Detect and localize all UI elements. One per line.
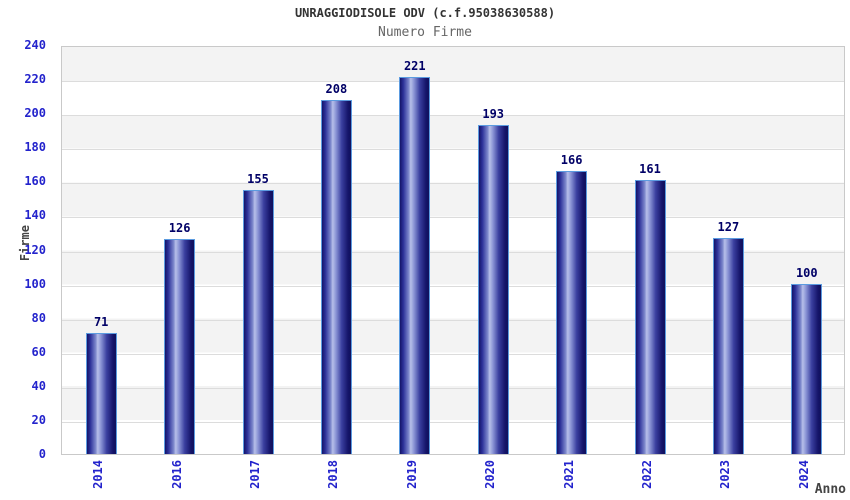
x-axis-label: Anno xyxy=(814,482,846,497)
bar-value-label: 127 xyxy=(717,219,740,234)
x-tick-label: 2018 xyxy=(326,460,341,489)
bar-value-label: 155 xyxy=(247,171,269,186)
gridline xyxy=(62,353,844,355)
y-tick-label: 240 xyxy=(24,38,46,52)
x-tick-label: 2023 xyxy=(718,460,733,489)
y-tick-label: 40 xyxy=(31,378,46,393)
bar xyxy=(242,189,274,454)
bar xyxy=(791,283,823,454)
bar-value-label: 161 xyxy=(639,161,661,176)
bar-value-label: 100 xyxy=(795,265,818,280)
y-tick-label: 0 xyxy=(38,447,46,461)
bar-value-label: 193 xyxy=(482,107,505,122)
x-tick-label: 2014 xyxy=(91,460,106,489)
y-tick-label: 100 xyxy=(24,276,46,291)
y-tick-label: 140 xyxy=(24,208,46,223)
y-tick-label: 160 xyxy=(24,174,46,189)
y-tick-label: 120 xyxy=(24,242,46,257)
y-tick-label: 220 xyxy=(24,72,46,87)
gridline xyxy=(62,251,844,253)
plot-area: 71 126 155 208 221 193 166 161 127 100 xyxy=(61,46,845,455)
y-tick-label: 80 xyxy=(31,310,46,325)
bar xyxy=(399,77,431,454)
gridline xyxy=(62,81,844,83)
x-tick-label: 2020 xyxy=(483,460,498,489)
bar-value-label: 221 xyxy=(403,59,426,74)
chart-title: UNRAGGIODISOLE ODV (c.f.95038630588) xyxy=(294,6,556,20)
chart-subtitle: Numero Firme xyxy=(378,25,472,40)
bar-value-label: 71 xyxy=(93,315,109,330)
gridline xyxy=(62,183,844,185)
y-tick-label: 200 xyxy=(24,106,46,121)
bar xyxy=(556,171,588,454)
y-tick-label: 180 xyxy=(24,140,46,155)
gridline xyxy=(62,217,844,219)
y-tick-label: 20 xyxy=(31,412,46,427)
gridline xyxy=(62,285,844,287)
bar-value-label: 208 xyxy=(325,81,348,96)
bar xyxy=(712,237,744,454)
gridline xyxy=(62,319,844,321)
bar xyxy=(477,125,509,454)
bar-value-label: 166 xyxy=(560,153,583,168)
bar xyxy=(320,99,352,454)
x-tick-label: 2022 xyxy=(640,460,654,489)
gridline xyxy=(62,387,844,389)
x-tick-label: 2021 xyxy=(561,460,576,489)
x-tick-label: 2019 xyxy=(404,460,419,489)
gridline xyxy=(62,421,844,423)
x-tick-label: 2016 xyxy=(169,460,184,489)
bar xyxy=(634,179,666,454)
y-tick-label: 60 xyxy=(31,344,46,359)
bar xyxy=(85,333,117,454)
bar xyxy=(164,239,196,454)
gridline xyxy=(62,149,844,151)
bar-value-label: 126 xyxy=(168,221,191,236)
gridline xyxy=(62,115,844,117)
x-tick-label: 2024 xyxy=(796,460,811,489)
x-tick-label: 2017 xyxy=(248,460,262,489)
